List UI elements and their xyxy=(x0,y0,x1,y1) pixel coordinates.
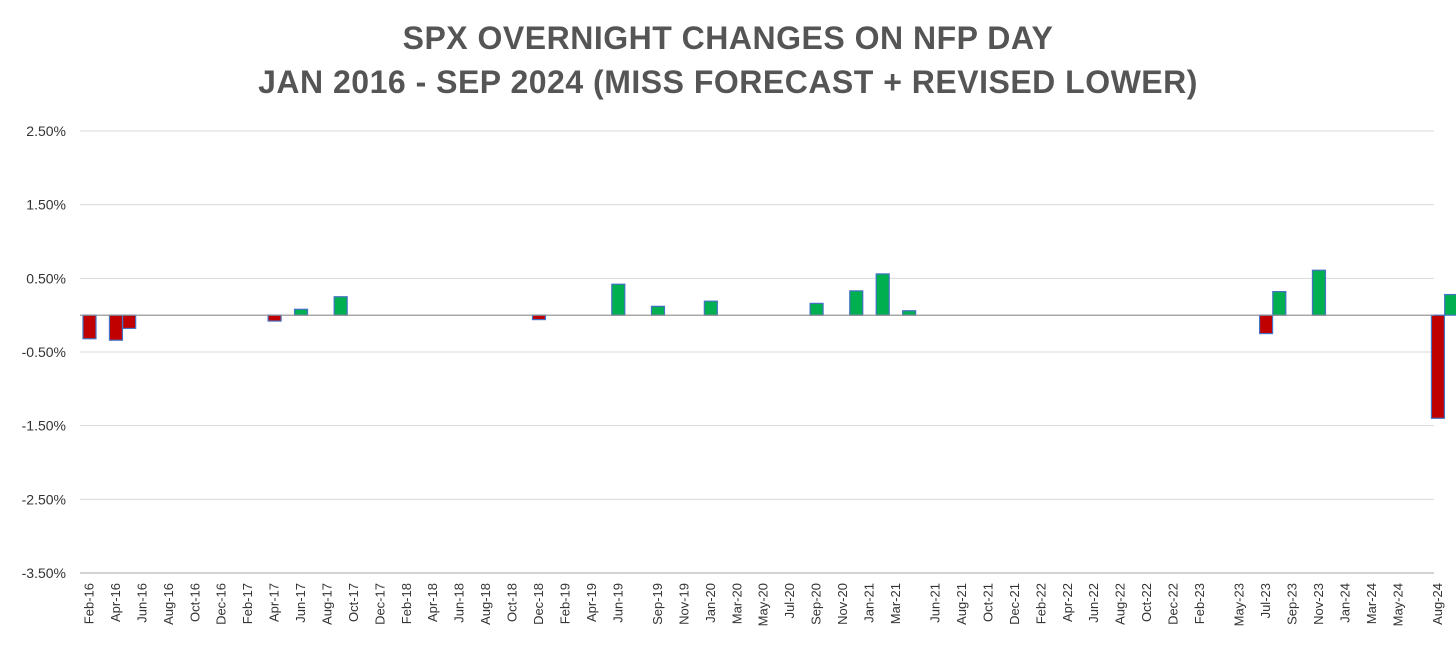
x-tick-label: Jun-19 xyxy=(610,583,625,623)
x-tick-label: Apr-18 xyxy=(425,583,440,622)
x-tick-label: Aug-17 xyxy=(319,583,334,625)
x-tick-label: Mar-21 xyxy=(888,583,903,624)
y-tick-label: -3.50% xyxy=(22,565,66,581)
y-tick-label: 1.50% xyxy=(26,197,66,213)
bar xyxy=(108,314,124,341)
bar xyxy=(1430,314,1446,419)
x-tick-label: Jan-24 xyxy=(1337,583,1352,623)
bar xyxy=(1444,293,1456,316)
bar xyxy=(650,305,666,316)
x-tick-label: Jun-21 xyxy=(928,583,943,623)
x-tick-label: Apr-19 xyxy=(584,583,599,622)
x-tick-label: Sep-19 xyxy=(650,583,665,625)
bar xyxy=(122,314,137,330)
bar xyxy=(875,273,890,316)
x-tick-label: Apr-22 xyxy=(1060,583,1075,622)
x-tick-label: Aug-16 xyxy=(161,583,176,625)
x-tick-label: May-23 xyxy=(1232,583,1247,626)
bar xyxy=(902,310,917,316)
x-tick-label: Feb-18 xyxy=(399,583,414,624)
bar xyxy=(333,296,348,316)
bar xyxy=(1258,314,1274,335)
chart-title-line-1: SPX OVERNIGHT CHANGES ON NFP DAY xyxy=(402,20,1054,56)
x-tick-label: Dec-18 xyxy=(531,583,546,625)
x-tick-label: Jun-18 xyxy=(452,583,467,623)
x-tick-label: Oct-22 xyxy=(1139,583,1154,622)
bar xyxy=(611,283,626,316)
x-tick-label: Jan-21 xyxy=(861,583,876,623)
y-tick-label: -0.50% xyxy=(22,344,66,360)
x-tick-label: Feb-19 xyxy=(557,583,572,624)
bar xyxy=(267,314,282,322)
x-tick-label: Sep-20 xyxy=(809,583,824,625)
y-tick-label: 0.50% xyxy=(26,270,66,286)
x-tick-label: Apr-17 xyxy=(267,583,282,622)
bar xyxy=(531,314,547,321)
bar xyxy=(849,290,864,316)
x-tick-label: Sep-23 xyxy=(1285,583,1300,625)
x-tick-label: Aug-21 xyxy=(954,583,969,625)
x-tick-label: May-24 xyxy=(1390,583,1405,626)
y-tick-label: -1.50% xyxy=(22,418,66,434)
x-tick-label: Feb-16 xyxy=(82,583,97,624)
x-tick-label: Apr-16 xyxy=(108,583,123,622)
x-tick-label: Dec-22 xyxy=(1166,583,1181,625)
bar xyxy=(82,314,97,340)
x-tick-label: Jun-16 xyxy=(134,583,149,623)
x-tick-label: Aug-22 xyxy=(1113,583,1128,625)
x-tick-label: Feb-22 xyxy=(1033,583,1048,624)
x-tick-label: Mar-24 xyxy=(1364,583,1379,624)
x-tick-label: Mar-20 xyxy=(729,583,744,624)
y-tick-label: 2.50% xyxy=(26,123,66,139)
x-axis-labels: Feb-16 Apr-16 Jun-16 Aug-16 Oct-16 Dec-16 Feb-… xyxy=(82,583,1445,626)
x-tick-label: Jun-17 xyxy=(293,583,308,623)
x-tick-label: Nov-19 xyxy=(676,583,691,625)
bar xyxy=(703,300,718,316)
x-tick-label: Aug-24 xyxy=(1430,583,1445,625)
y-axis-labels: 2.50% 1.50% 0.50% -0.50% -1.50% -2.50% -3.50% xyxy=(22,123,66,581)
x-tick-label: Oct-18 xyxy=(505,583,520,622)
grid-layer xyxy=(80,130,1434,574)
x-tick-label: Dec-16 xyxy=(214,583,229,625)
y-tick-label: -2.50% xyxy=(22,491,66,507)
x-tick-label: Jun-22 xyxy=(1086,583,1101,623)
x-tick-label: Dec-17 xyxy=(372,583,387,625)
x-tick-label: Aug-18 xyxy=(478,583,493,625)
x-tick-label: Nov-23 xyxy=(1311,583,1326,625)
x-tick-label: Oct-16 xyxy=(187,583,202,622)
x-tick-label: Jul-23 xyxy=(1258,583,1273,618)
x-tick-label: Dec-21 xyxy=(1007,583,1022,625)
bar xyxy=(1311,269,1327,316)
bars-layer xyxy=(82,269,1456,419)
x-tick-label: Oct-21 xyxy=(980,583,995,622)
bar xyxy=(809,302,824,316)
chart-title-line-2: JAN 2016 - SEP 2024 (MISS FORECAST + REV… xyxy=(258,64,1198,100)
x-tick-label: Feb-23 xyxy=(1192,583,1207,624)
x-tick-label: Feb-17 xyxy=(240,583,255,624)
x-tick-label: Jul-20 xyxy=(782,583,797,618)
x-tick-label: Nov-20 xyxy=(835,583,850,625)
bar xyxy=(1272,290,1287,316)
x-tick-label: Jan-20 xyxy=(703,583,718,623)
x-tick-label: May-20 xyxy=(756,583,771,626)
bar xyxy=(293,308,309,316)
x-tick-label: Oct-17 xyxy=(346,583,361,622)
